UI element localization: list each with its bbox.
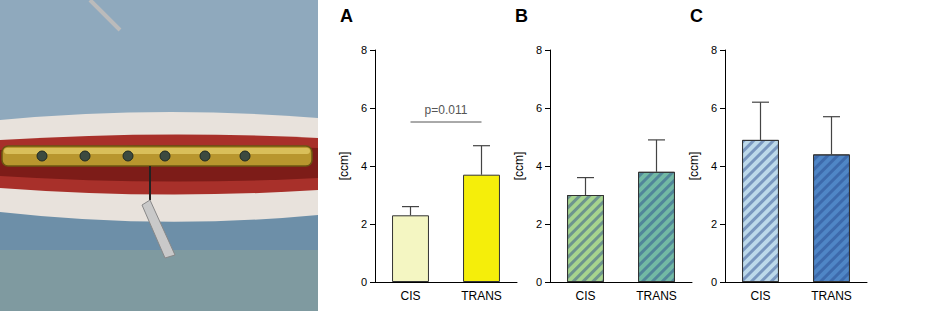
svg-text:8: 8: [361, 44, 367, 56]
svg-text:TRANS: TRANS: [461, 289, 502, 303]
svg-text:6: 6: [536, 102, 542, 114]
svg-text:2: 2: [536, 218, 542, 230]
svg-text:8: 8: [711, 44, 717, 56]
svg-text:4: 4: [711, 160, 717, 172]
svg-text:6: 6: [711, 102, 717, 114]
svg-text:4: 4: [536, 160, 542, 172]
svg-text:8: 8: [536, 44, 542, 56]
svg-text:C: C: [690, 6, 703, 26]
svg-text:CIS: CIS: [575, 289, 595, 303]
svg-text:B: B: [515, 6, 528, 26]
svg-text:TRANS: TRANS: [636, 289, 677, 303]
svg-text:[ccm]: [ccm]: [337, 152, 351, 181]
svg-text:A: A: [340, 6, 353, 26]
svg-text:2: 2: [361, 218, 367, 230]
svg-text:4: 4: [361, 160, 367, 172]
svg-text:[ccm]: [ccm]: [687, 152, 701, 181]
svg-text:0: 0: [711, 276, 717, 288]
svg-text:p=0.011: p=0.011: [425, 103, 468, 117]
svg-text:CIS: CIS: [400, 289, 420, 303]
svg-text:0: 0: [361, 276, 367, 288]
svg-text:CIS: CIS: [750, 289, 770, 303]
svg-text:0: 0: [536, 276, 542, 288]
svg-text:6: 6: [361, 102, 367, 114]
svg-text:TRANS: TRANS: [811, 289, 852, 303]
svg-text:[ccm]: [ccm]: [512, 152, 526, 181]
svg-text:2: 2: [711, 218, 717, 230]
